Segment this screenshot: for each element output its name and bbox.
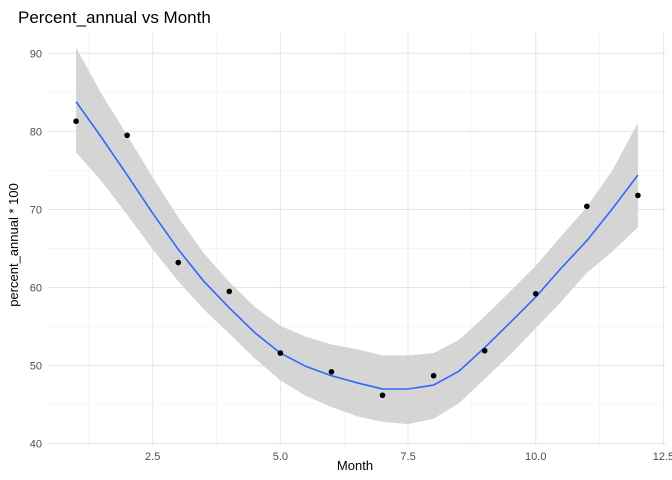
smooth-line-path bbox=[75, 101, 639, 390]
data-point bbox=[635, 192, 641, 199]
data-point bbox=[124, 132, 130, 139]
smooth-line bbox=[75, 101, 639, 390]
data-point bbox=[73, 118, 79, 125]
confidence-band bbox=[76, 47, 638, 425]
y-tick-label: 70 bbox=[30, 204, 42, 216]
data-point bbox=[277, 350, 284, 356]
x-tick-label: 7.5 bbox=[400, 451, 415, 463]
data-point bbox=[328, 369, 335, 375]
x-tick-label: 5.0 bbox=[273, 451, 288, 463]
data-point bbox=[430, 372, 437, 379]
chart-title: Percent_annual vs Month bbox=[18, 8, 211, 27]
y-tick-label: 60 bbox=[30, 283, 42, 295]
x-tick-label: 12.5 bbox=[653, 451, 672, 463]
data-point bbox=[175, 259, 182, 266]
confidence-band-area bbox=[76, 47, 638, 425]
y-tick-label: 50 bbox=[30, 361, 42, 373]
data-point bbox=[584, 203, 590, 210]
x-axis-title: Month bbox=[337, 458, 373, 473]
x-axis-ticks: 2.5 5.0 7.5 10.0 12.5 bbox=[145, 451, 672, 463]
y-tick-label: 90 bbox=[30, 48, 42, 60]
data-point bbox=[226, 288, 233, 295]
y-axis-ticks: 40 50 60 70 80 90 bbox=[30, 48, 42, 450]
y-tick-label: 80 bbox=[30, 126, 42, 138]
y-axis-title: percent_annual * 100 bbox=[6, 183, 21, 307]
y-tick-label: 40 bbox=[30, 439, 42, 451]
data-points bbox=[73, 118, 641, 399]
x-tick-label: 10.0 bbox=[525, 451, 546, 463]
data-point bbox=[481, 347, 488, 354]
data-point bbox=[532, 290, 539, 297]
x-tick-label: 2.5 bbox=[145, 451, 160, 463]
data-point bbox=[379, 392, 386, 399]
